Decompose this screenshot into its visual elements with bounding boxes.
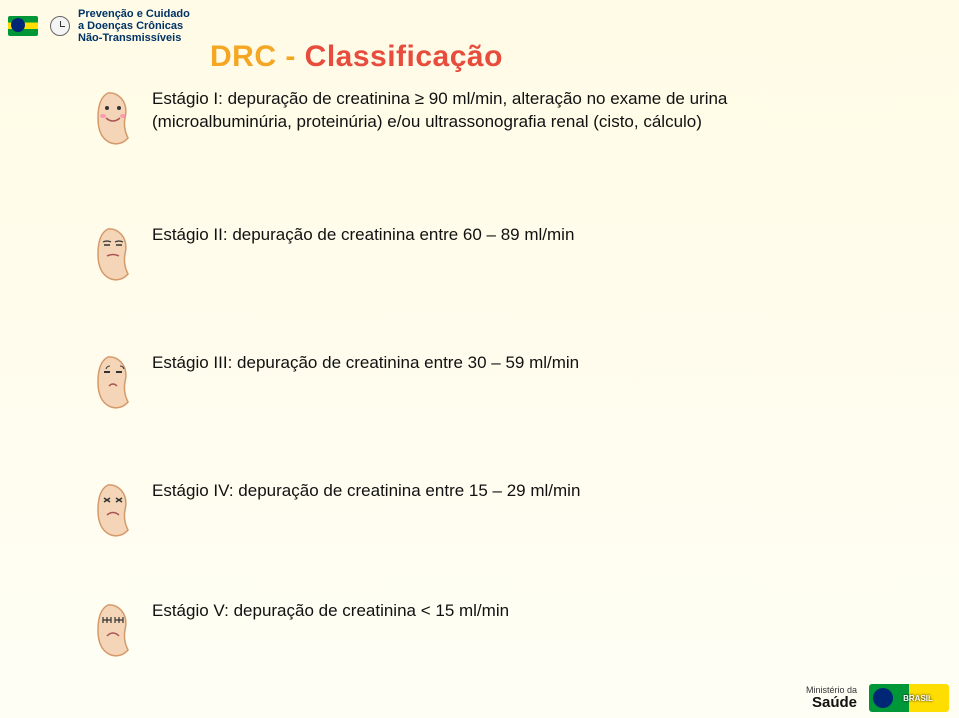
header-block: Prevenção e Cuidado a Doenças Crônicas N…	[8, 8, 190, 44]
ministerio-text: Ministério da Saúde	[806, 686, 857, 710]
brasil-logo-text: BRASIL	[903, 694, 933, 703]
stage-3: Estágio III: depuração de creatinina ent…	[88, 352, 579, 412]
stage-1-text: Estágio I: depuração de creatinina ≥ 90 …	[152, 88, 852, 134]
header-line3: Não-Transmissíveis	[78, 32, 190, 44]
stage-4-text: Estágio IV: depuração de creatinina entr…	[152, 480, 580, 503]
stage-1: Estágio I: depuração de creatinina ≥ 90 …	[88, 88, 852, 148]
title-part1: DRC -	[210, 40, 305, 73]
slide-title: DRC - Classificação	[210, 40, 503, 74]
stage-2-text: Estágio II: depuração de creatinina entr…	[152, 224, 574, 247]
title-part2: Classificação	[305, 40, 503, 73]
kidney-icon-happy	[88, 88, 138, 148]
stage-2: Estágio II: depuração de creatinina entr…	[88, 224, 574, 284]
brasil-logo-icon: BRASIL	[869, 684, 949, 712]
clock-icon	[50, 16, 70, 36]
header-line1: Prevenção e Cuidado	[78, 8, 190, 20]
stage-5-text: Estágio V: depuração de creatinina < 15 …	[152, 600, 509, 623]
kidney-icon-sick	[88, 480, 138, 540]
footer-block: Ministério da Saúde BRASIL	[806, 684, 949, 712]
stage-4: Estágio IV: depuração de creatinina entr…	[88, 480, 580, 540]
header-text: Prevenção e Cuidado a Doenças Crônicas N…	[78, 8, 190, 44]
stage-3-text: Estágio III: depuração de creatinina ent…	[152, 352, 579, 375]
kidney-icon-sad	[88, 352, 138, 412]
footer-big: Saúde	[806, 695, 857, 710]
kidney-icon-dead	[88, 600, 138, 660]
stage-5: Estágio V: depuração de creatinina < 15 …	[88, 600, 509, 660]
brazil-flag-icon	[8, 16, 38, 36]
kidney-icon-worried	[88, 224, 138, 284]
header-line2: a Doenças Crônicas	[78, 20, 190, 32]
